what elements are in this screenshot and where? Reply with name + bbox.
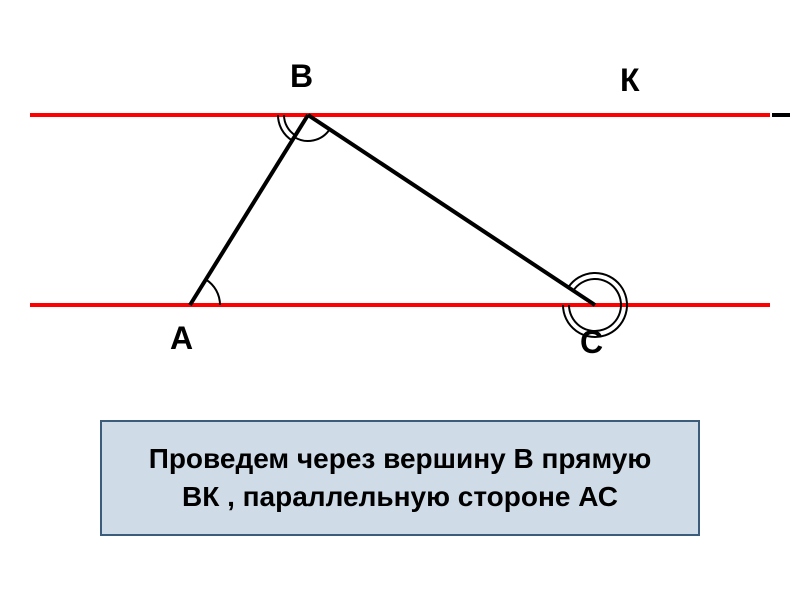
vertex-label-b: В xyxy=(290,58,313,95)
vertex-label-c: С xyxy=(580,324,603,361)
caption-box: Проведем через вершину В прямую ВК , пар… xyxy=(100,420,700,536)
caption-text: Проведем через вершину В прямую ВК , пар… xyxy=(149,443,652,512)
geometry-diagram: В К А С xyxy=(0,0,800,400)
diagram-svg xyxy=(0,0,800,400)
vertex-label-a: А xyxy=(170,320,193,357)
point-label-k: К xyxy=(620,62,640,99)
